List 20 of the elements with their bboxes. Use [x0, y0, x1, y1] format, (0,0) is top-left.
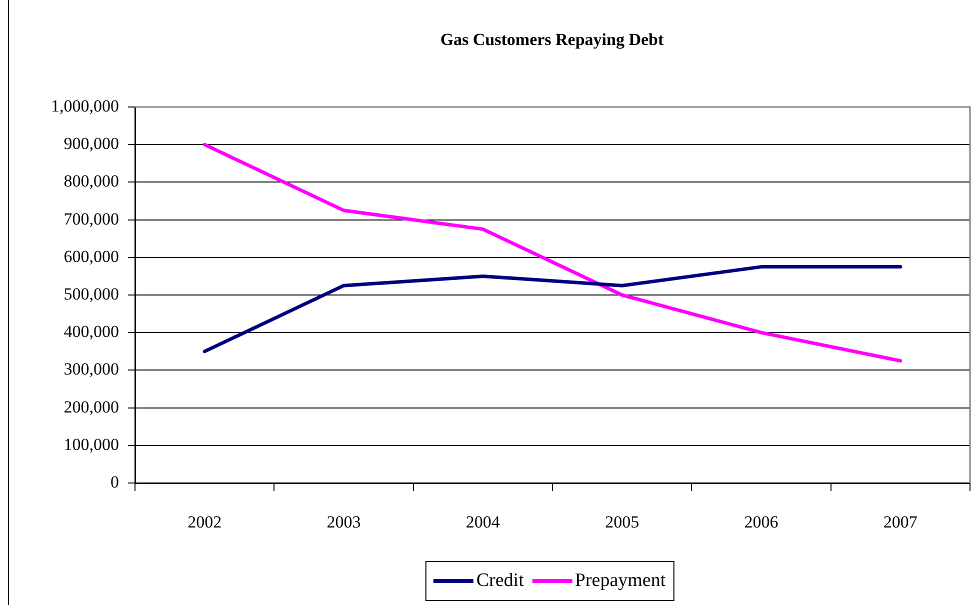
y-tick-label: 0 [110, 472, 119, 492]
x-tick-label: 2005 [605, 512, 640, 532]
y-tick-label: 200,000 [64, 397, 119, 416]
y-tick-label: 300,000 [64, 360, 119, 379]
y-tick-label: 800,000 [64, 172, 119, 191]
x-tick-label: 2004 [466, 512, 500, 532]
x-tick-label: 2006 [744, 512, 778, 532]
legend-label: Credit [476, 570, 524, 592]
y-tick-label: 500,000 [64, 284, 119, 304]
y-tick-label: 600,000 [64, 246, 119, 266]
chart-title: Gas Customers Repaying Debt [439, 30, 665, 50]
x-tick-label: 2003 [326, 512, 361, 532]
y-tick-label: 100,000 [64, 434, 119, 454]
y-tick-label: 400,000 [64, 322, 119, 342]
x-tick-label: 2002 [188, 512, 222, 532]
y-tick-label: 900,000 [64, 134, 119, 154]
y-tick-label: 700,000 [64, 209, 119, 228]
legend-label: Prepayment [574, 570, 666, 592]
y-tick-label: 1,000,000 [51, 96, 119, 116]
x-tick-label: 2007 [883, 512, 918, 532]
